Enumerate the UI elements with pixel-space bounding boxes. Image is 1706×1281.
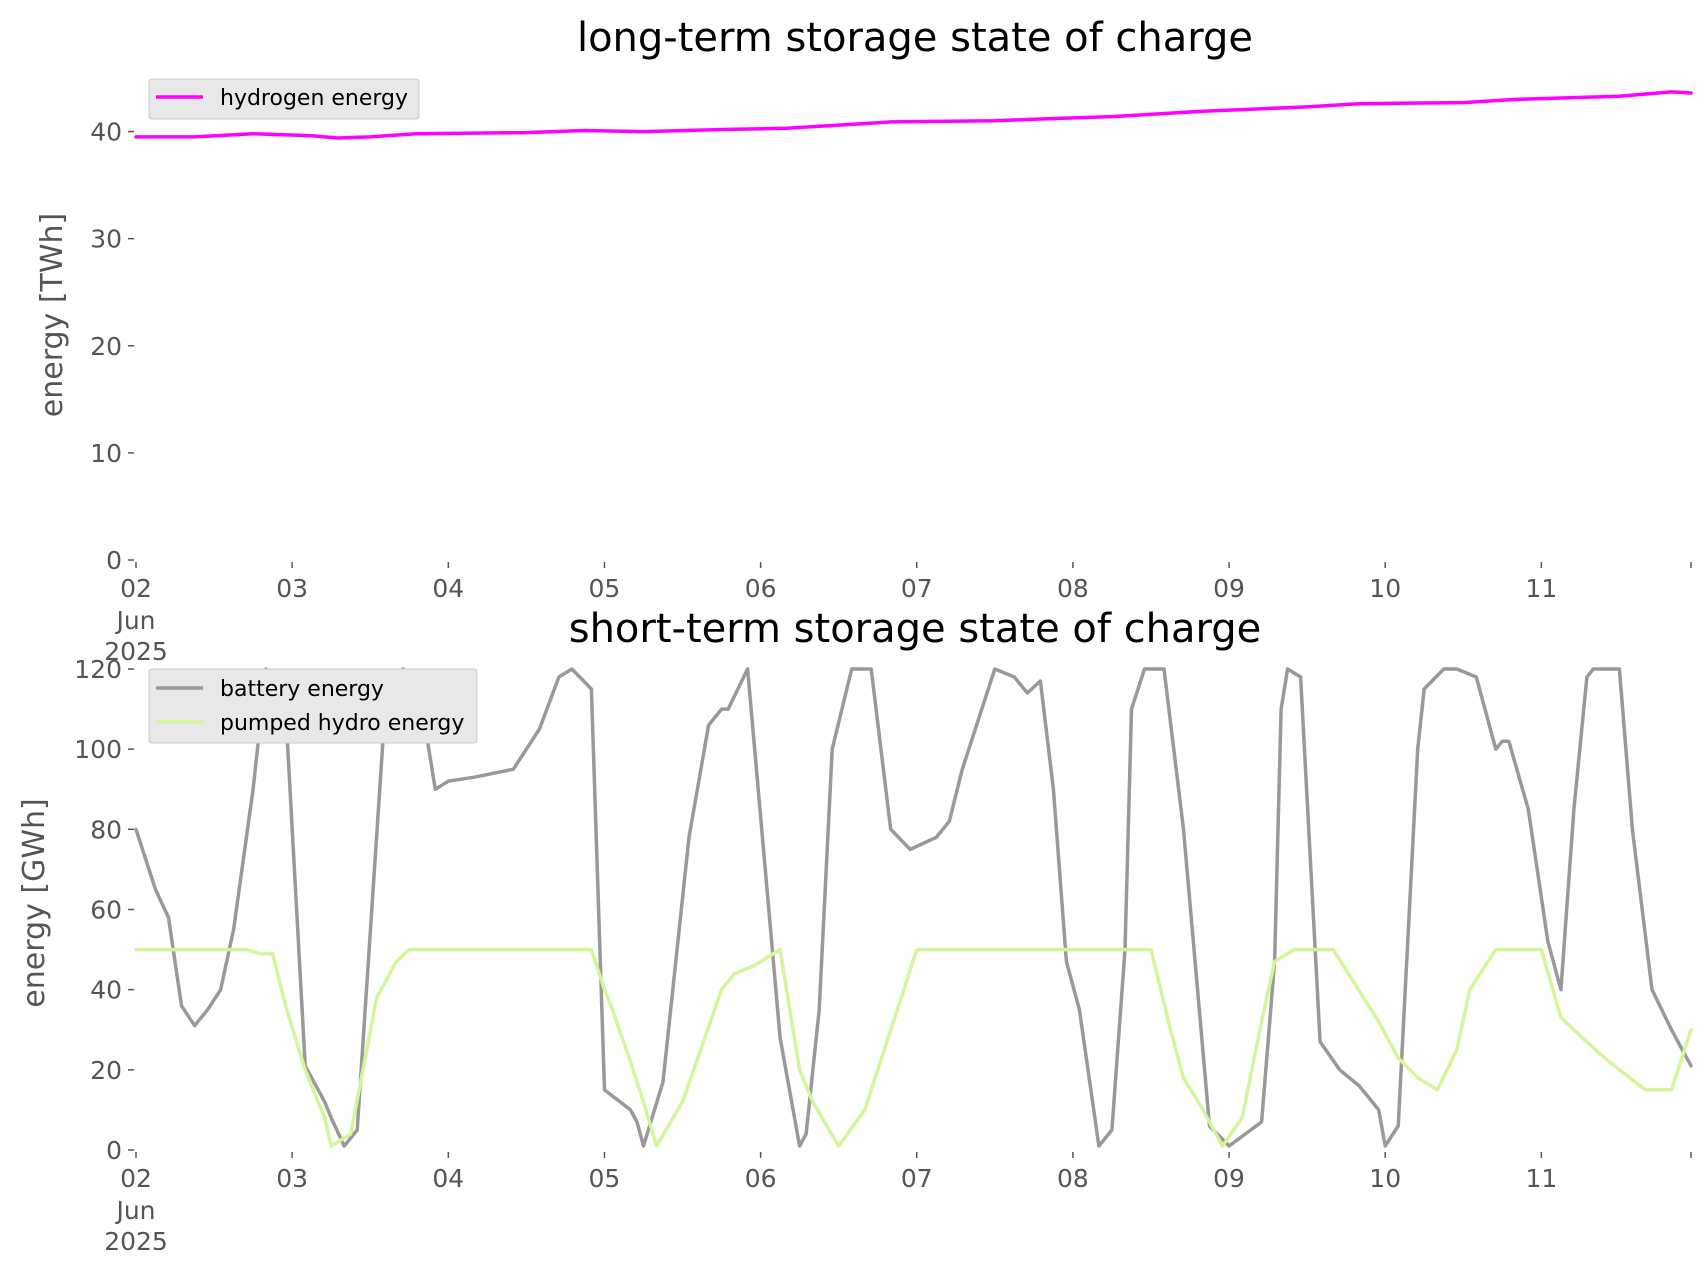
y-tick-label: 60 — [90, 896, 122, 925]
legend-box — [148, 78, 420, 120]
x-tick-label: 07 — [901, 574, 933, 603]
series-line-battery-energy — [134, 667, 1693, 1148]
x-tick-label: 02 — [120, 574, 152, 603]
legend: battery energy pumped hydro energy — [148, 668, 478, 744]
y-tick-label: 10 — [90, 439, 122, 468]
y-tick-label: 20 — [90, 1056, 122, 1085]
y-tick-label: 30 — [90, 225, 122, 254]
y-axis-label: energy [TWh] — [35, 213, 70, 417]
x-tick-label: 05 — [589, 574, 621, 603]
legend-label-hydrogen: hydrogen energy — [220, 86, 408, 111]
series-group — [134, 90, 1693, 140]
x-tick-label: 05 — [589, 1164, 621, 1193]
y-tick-label: 20 — [90, 332, 122, 361]
x-tick-sublabel: Jun — [114, 1196, 155, 1225]
x-tick-label: 03 — [276, 1164, 308, 1193]
x-tick-label: 04 — [432, 1164, 464, 1193]
series-line-hydrogen-energy — [134, 90, 1693, 140]
x-tick-sublabel: 2025 — [104, 1227, 168, 1256]
x-tick-label: 08 — [1057, 1164, 1089, 1193]
chart-title: long-term storage state of charge — [577, 15, 1253, 61]
x-tick-label: 04 — [432, 574, 464, 603]
chart-title: short-term storage state of charge — [569, 606, 1262, 652]
x-tick-label: 02 — [120, 1164, 152, 1193]
legend-box — [148, 668, 478, 744]
x-tick-label: 09 — [1213, 574, 1245, 603]
series-line-pumped-hydro-energy — [134, 947, 1693, 1148]
legend-label-pumped-hydro: pumped hydro energy — [220, 711, 464, 736]
x-tick-label: 06 — [745, 1164, 777, 1193]
y-tick-label: 0 — [106, 546, 122, 575]
x-tick-sublabel: Jun — [114, 606, 155, 635]
y-tick-label: 40 — [90, 118, 122, 147]
y-tick-label: 120 — [74, 655, 122, 684]
legend-label-battery: battery energy — [220, 677, 384, 702]
y-tick-label: 40 — [90, 976, 122, 1005]
y-axis-label: energy [GWh] — [17, 798, 52, 1007]
series-group — [134, 667, 1693, 1148]
x-tick-label: 08 — [1057, 574, 1089, 603]
x-tick-label: 09 — [1213, 1164, 1245, 1193]
legend: hydrogen energy — [148, 78, 420, 120]
x-tick-label: 11 — [1525, 1164, 1557, 1193]
x-tick-label: 07 — [901, 1164, 933, 1193]
y-tick-label: 0 — [106, 1136, 122, 1165]
x-tick-label: 03 — [276, 574, 308, 603]
x-tick-sublabel: 2025 — [104, 637, 168, 666]
y-tick-label: 100 — [74, 735, 122, 764]
x-tick-label: 11 — [1525, 574, 1557, 603]
y-tick-label: 80 — [90, 815, 122, 844]
x-tick-label: 06 — [745, 574, 777, 603]
x-tick-label: 10 — [1369, 574, 1401, 603]
x-tick-label: 10 — [1369, 1164, 1401, 1193]
